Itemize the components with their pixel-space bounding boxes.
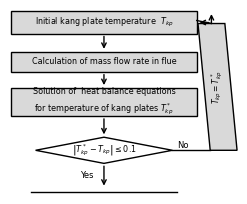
Text: Yes: Yes xyxy=(80,171,94,181)
Text: Solution of  heat balance equations
for temperature of kang plates $T^*_{kp}$: Solution of heat balance equations for t… xyxy=(33,87,175,117)
FancyBboxPatch shape xyxy=(11,52,197,72)
Polygon shape xyxy=(36,137,172,163)
FancyBboxPatch shape xyxy=(11,11,197,34)
Text: $T_{kp} = T^*_{kp}$: $T_{kp} = T^*_{kp}$ xyxy=(210,70,225,104)
Text: Calculation of mass flow rate in flue: Calculation of mass flow rate in flue xyxy=(32,57,176,66)
FancyBboxPatch shape xyxy=(11,88,197,116)
Text: $\left|T^*_{kp} - T_{kp}\right| \leq 0.1$: $\left|T^*_{kp} - T_{kp}\right| \leq 0.1… xyxy=(72,143,136,158)
Text: No: No xyxy=(177,141,189,150)
Text: Initial kang plate temperature  $T_{kp}$: Initial kang plate temperature $T_{kp}$ xyxy=(35,16,173,29)
Polygon shape xyxy=(198,23,237,150)
